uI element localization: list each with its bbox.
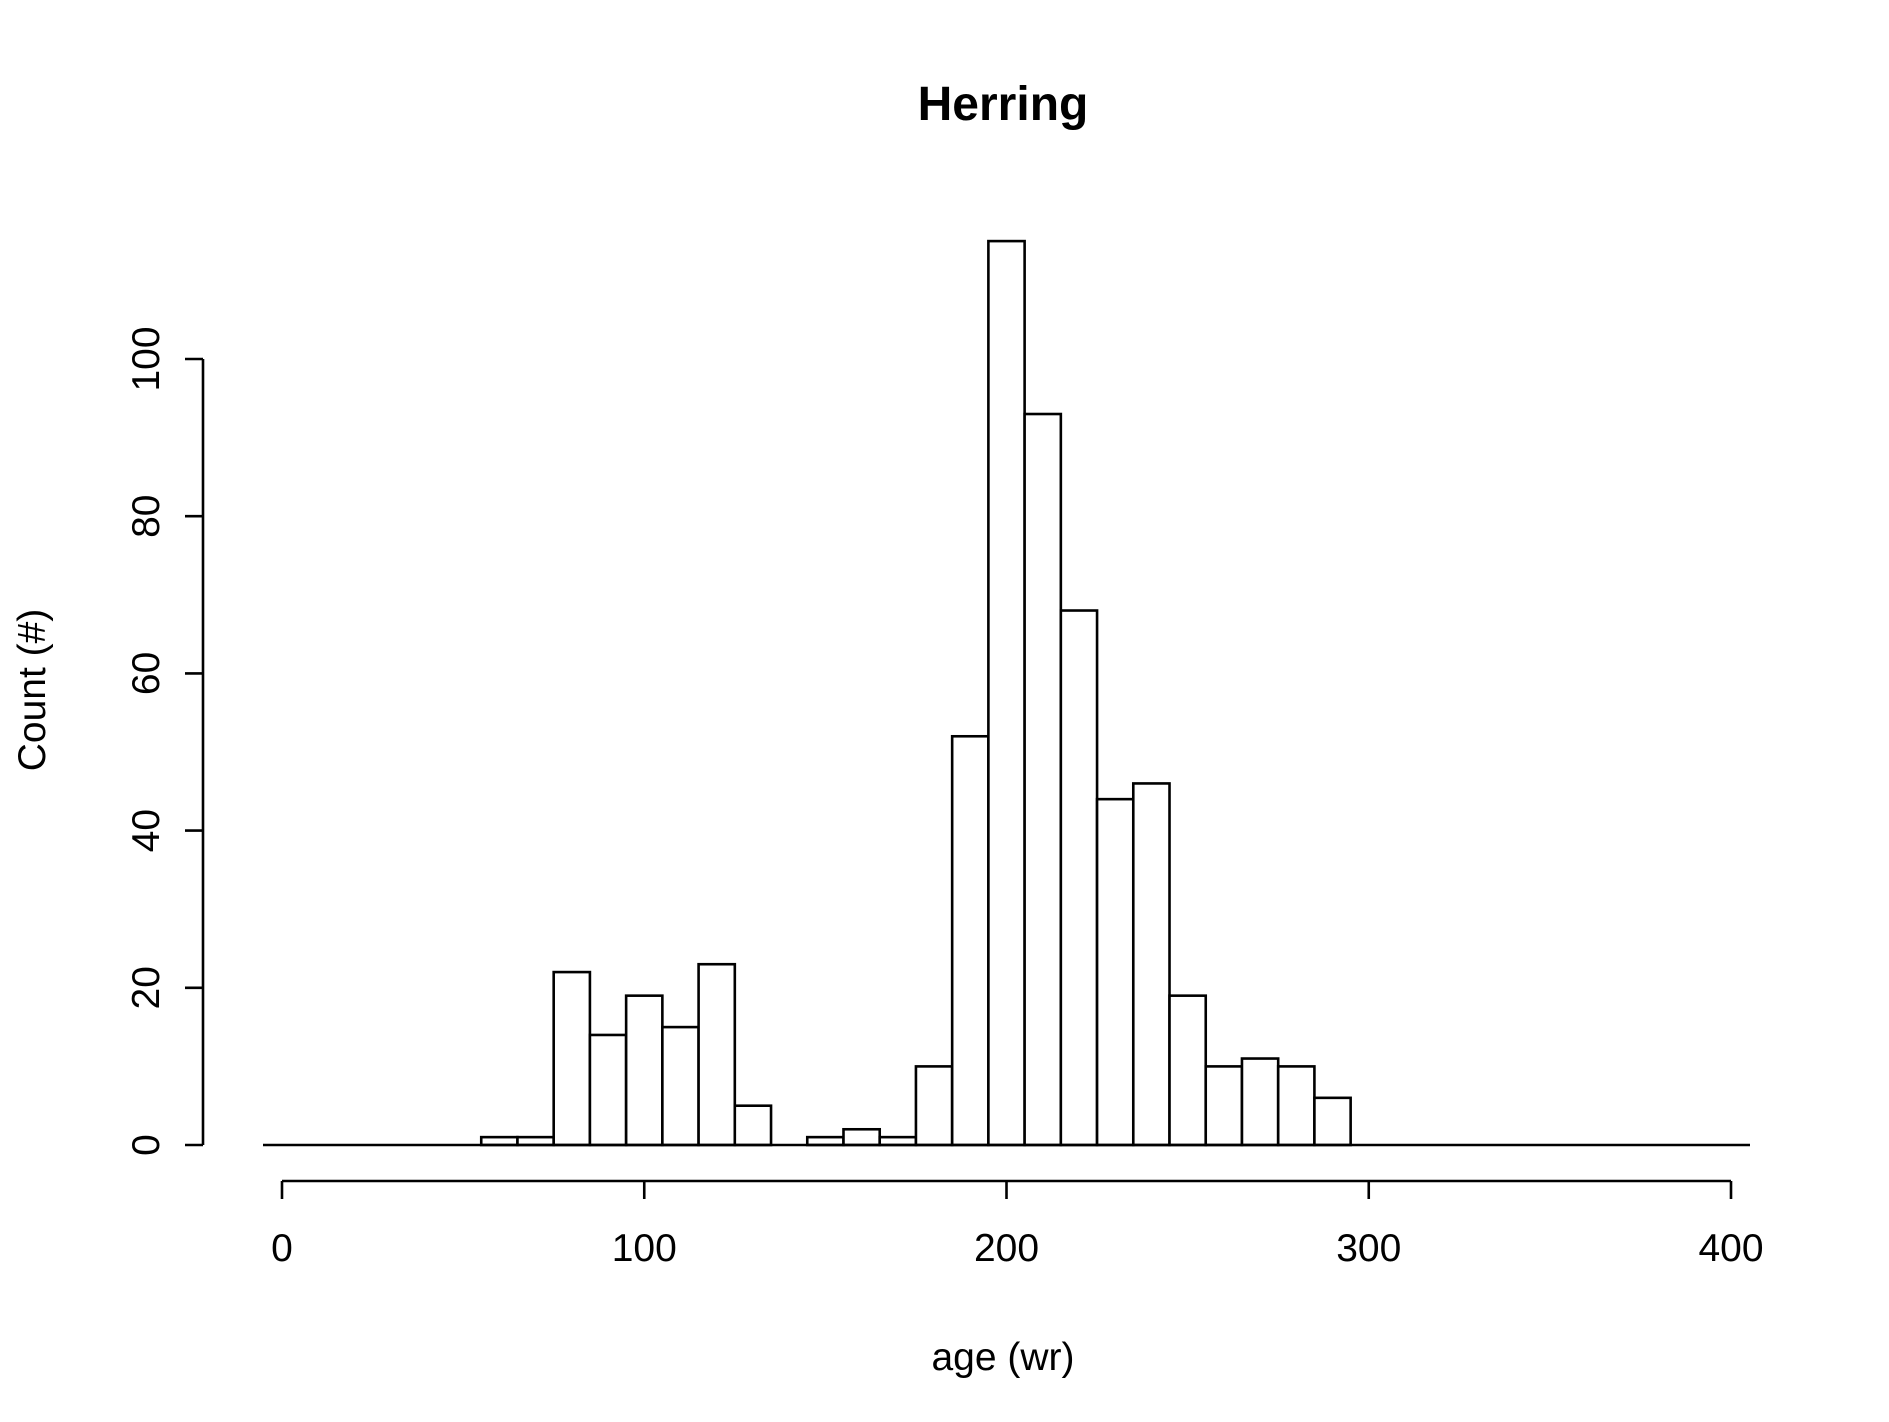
histogram-bar xyxy=(552,970,592,1147)
histogram-bar xyxy=(1095,797,1135,1147)
histogram-bar xyxy=(1168,994,1208,1147)
histogram-bar xyxy=(697,962,737,1147)
histogram-bar xyxy=(914,1065,954,1147)
histogram-bar xyxy=(842,1127,882,1147)
bars-group xyxy=(479,239,1352,1147)
histogram-bar xyxy=(1313,1096,1352,1147)
histogram-bar xyxy=(1023,412,1063,1147)
histogram-bar xyxy=(987,239,1026,1147)
y-tick-label: 80 xyxy=(125,495,168,538)
histogram-bar xyxy=(1204,1065,1244,1147)
y-tick-label: 20 xyxy=(125,966,168,1009)
x-axis: 0 100 200 300 400 xyxy=(271,1179,1764,1270)
y-axis-label: Count (#) xyxy=(11,609,54,772)
histogram-bar xyxy=(1240,1057,1280,1147)
histogram-bar xyxy=(950,734,990,1147)
histogram-bar xyxy=(588,1033,628,1147)
y-tick-label: 40 xyxy=(125,809,168,852)
x-tick-label: 300 xyxy=(1336,1227,1401,1270)
y-tick-label: 60 xyxy=(125,652,168,695)
y-tick-label: 100 xyxy=(125,326,168,391)
histogram-bar xyxy=(624,994,664,1147)
x-axis-label: age (wr) xyxy=(931,1336,1074,1379)
y-axis: 0 20 40 60 80 100 xyxy=(125,326,205,1156)
histogram-bar xyxy=(1131,782,1171,1147)
y-tick-label: 0 xyxy=(125,1134,168,1156)
histogram-bar xyxy=(1276,1065,1316,1147)
histogram-bar xyxy=(1059,609,1099,1147)
x-tick-label: 200 xyxy=(974,1227,1039,1270)
x-tick-label: 400 xyxy=(1698,1227,1763,1270)
x-tick-label: 0 xyxy=(271,1227,293,1270)
x-tick-label: 100 xyxy=(612,1227,677,1270)
histogram-bar xyxy=(733,1104,773,1147)
histogram-bar xyxy=(661,1025,700,1147)
chart-title: Herring xyxy=(918,78,1089,131)
